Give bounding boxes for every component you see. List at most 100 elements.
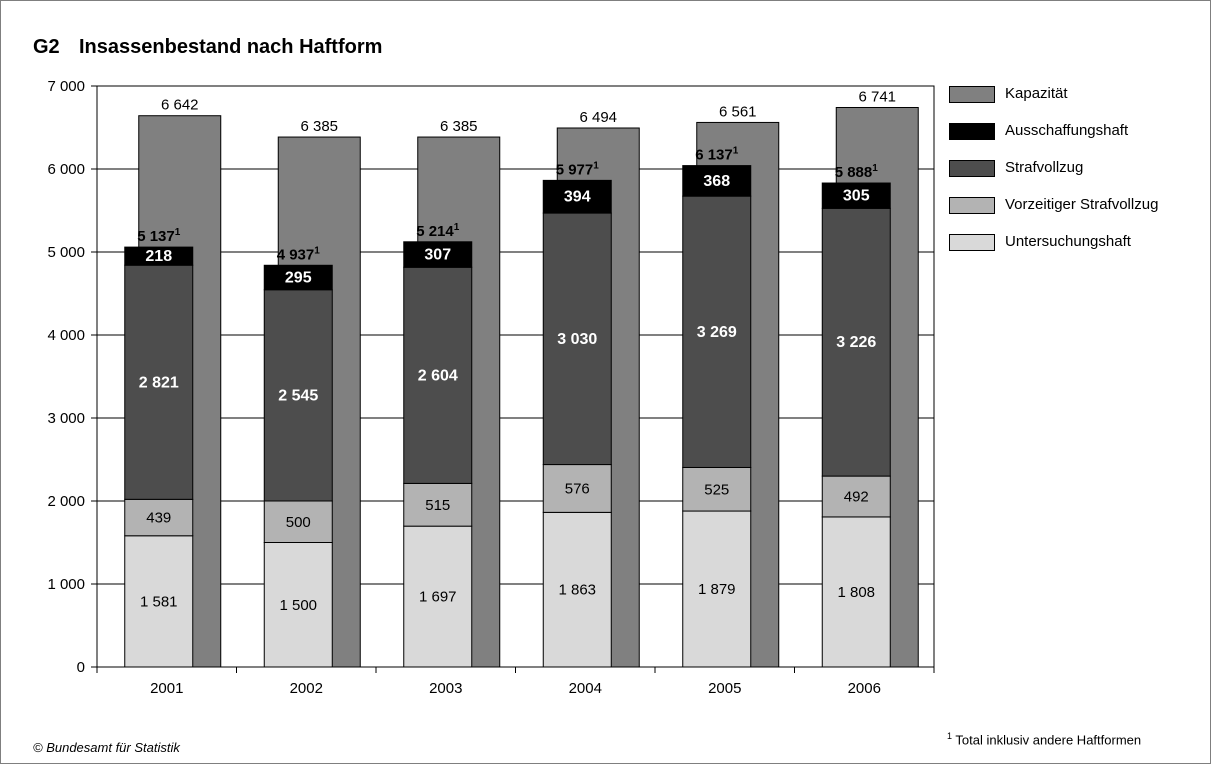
x-tick-label: 2006 <box>848 680 881 697</box>
y-tick-label: 1 000 <box>47 576 85 593</box>
total-label: 5 2141 <box>416 222 460 240</box>
bar-ausschaffungshaft <box>821 182 891 209</box>
footnote: 1 Total inklusiv andere Haftformen <box>947 731 1141 747</box>
chart-code: G2 <box>33 36 60 58</box>
data-label-vorzeitiger-strafvollzug: 525 <box>704 481 729 498</box>
total-label: 4 9371 <box>277 245 321 263</box>
data-label-untersuchungshaft: 1 500 <box>279 597 317 614</box>
footnote-marker: 1 <box>947 731 953 741</box>
bar-ausschaffungshaft <box>124 246 194 266</box>
bar-untersuchungshaft <box>263 542 333 668</box>
legend-swatch-vorzeitiger-strafvollzug <box>949 197 995 214</box>
data-label-untersuchungshaft: 1 863 <box>558 582 596 599</box>
bar-ausschaffungshaft <box>682 165 752 197</box>
footnote-text: Total inklusiv andere Haftformen <box>955 732 1142 748</box>
bar-ausschaffungshaft <box>263 264 333 291</box>
data-label-ausschaffungshaft: 218 <box>145 248 172 265</box>
legend-swatch-strafvollzug <box>949 160 995 177</box>
y-tick-label: 7 000 <box>47 78 85 95</box>
total-value: 5 888 <box>835 164 873 181</box>
bar-vorzeitiger-strafvollzug <box>403 482 473 527</box>
data-label-strafvollzug: 2 545 <box>278 387 318 404</box>
total-value: 5 977 <box>556 161 594 178</box>
bar-strafvollzug <box>263 289 333 502</box>
x-tick-label: 2002 <box>290 680 323 697</box>
capacity-label: 6 494 <box>579 109 617 126</box>
total-footnote-marker: 1 <box>872 163 878 174</box>
total-footnote-marker: 1 <box>733 146 739 157</box>
bar-ausschaffungshaft <box>403 241 473 268</box>
legend-label-untersuchungshaft: Untersuchungshaft <box>1005 233 1131 250</box>
legend-swatch-ausschaffungshaft <box>949 123 995 140</box>
x-tick-label: 2001 <box>150 680 183 697</box>
bar-vorzeitiger-strafvollzug <box>263 500 333 543</box>
data-label-vorzeitiger-strafvollzug: 492 <box>844 489 869 506</box>
bar-strafvollzug <box>682 195 752 468</box>
x-tick-label: 2003 <box>429 680 462 697</box>
legend-label-ausschaffungshaft: Ausschaffungshaft <box>1005 122 1129 139</box>
data-label-ausschaffungshaft: 295 <box>285 270 312 287</box>
total-label: 5 1371 <box>137 227 181 245</box>
capacity-label: 6 741 <box>858 88 896 105</box>
total-footnote-marker: 1 <box>314 245 320 256</box>
data-label-untersuchungshaft: 1 808 <box>837 584 875 601</box>
y-tick-label: 2 000 <box>47 493 85 510</box>
y-tick-label: 6 000 <box>47 161 85 178</box>
capacity-label: 6 561 <box>719 103 757 120</box>
total-footnote-marker: 1 <box>593 160 599 171</box>
total-value: 4 937 <box>277 246 315 263</box>
total-label: 6 1371 <box>695 146 739 164</box>
chart-title: G2 Insassenbestand nach Haftform <box>33 36 382 59</box>
bar-strafvollzug <box>403 266 473 484</box>
data-label-untersuchungshaft: 1 581 <box>140 593 178 610</box>
data-label-strafvollzug: 2 821 <box>139 374 179 391</box>
bar-vorzeitiger-strafvollzug <box>124 498 194 537</box>
data-label-strafvollzug: 2 604 <box>418 367 458 384</box>
data-label-ausschaffungshaft: 307 <box>424 247 451 264</box>
y-tick-label: 5 000 <box>47 244 85 261</box>
x-tick-label: 2004 <box>569 680 602 697</box>
data-label-vorzeitiger-strafvollzug: 500 <box>286 514 311 531</box>
legend-swatch-kapazitaet <box>949 86 995 103</box>
chart-title-text: Insassenbestand nach Haftform <box>79 36 383 58</box>
y-tick-label: 4 000 <box>47 327 85 344</box>
capacity-label: 6 642 <box>161 97 199 114</box>
capacity-label: 6 385 <box>300 118 338 135</box>
total-label: 5 9771 <box>556 160 600 178</box>
x-tick-label: 2005 <box>708 680 741 697</box>
plot-area-border <box>96 85 935 668</box>
bar-untersuchungshaft <box>403 525 473 668</box>
bar-vorzeitiger-strafvollzug <box>821 475 891 518</box>
capacity-label: 6 385 <box>440 118 478 135</box>
data-label-ausschaffungshaft: 368 <box>703 173 730 190</box>
data-label-untersuchungshaft: 1 697 <box>419 589 457 606</box>
data-label-strafvollzug: 3 269 <box>697 324 737 341</box>
bar-ausschaffungshaft <box>542 179 612 214</box>
data-label-vorzeitiger-strafvollzug: 515 <box>425 497 450 514</box>
bar-untersuchungshaft <box>682 510 752 668</box>
data-label-untersuchungshaft: 1 879 <box>698 581 736 598</box>
bar-vorzeitiger-strafvollzug <box>682 466 752 512</box>
bar-untersuchungshaft <box>124 535 194 668</box>
total-footnote-marker: 1 <box>175 227 181 238</box>
legend-label-vorzeitiger-strafvollzug: Vorzeitiger Strafvollzug <box>1005 196 1159 213</box>
total-value: 5 137 <box>137 228 175 245</box>
data-label-vorzeitiger-strafvollzug: 439 <box>146 510 171 527</box>
data-label-strafvollzug: 3 030 <box>557 331 597 348</box>
bar-untersuchungshaft <box>821 516 891 668</box>
y-tick-label: 3 000 <box>47 410 85 427</box>
total-label: 5 8881 <box>835 163 879 181</box>
data-label-strafvollzug: 3 226 <box>836 334 876 351</box>
legend-swatch-untersuchungshaft <box>949 234 995 251</box>
bar-vorzeitiger-strafvollzug <box>542 464 612 513</box>
y-tick-label: 0 <box>77 659 85 676</box>
total-value: 5 214 <box>416 223 454 240</box>
data-label-ausschaffungshaft: 394 <box>564 189 591 206</box>
total-footnote-marker: 1 <box>454 222 460 233</box>
source-note: © Bundesamt für Statistik <box>33 740 180 755</box>
total-value: 6 137 <box>695 147 733 164</box>
data-label-ausschaffungshaft: 305 <box>843 188 870 205</box>
data-label-vorzeitiger-strafvollzug: 576 <box>565 480 590 497</box>
legend-label-strafvollzug: Strafvollzug <box>1005 159 1084 176</box>
